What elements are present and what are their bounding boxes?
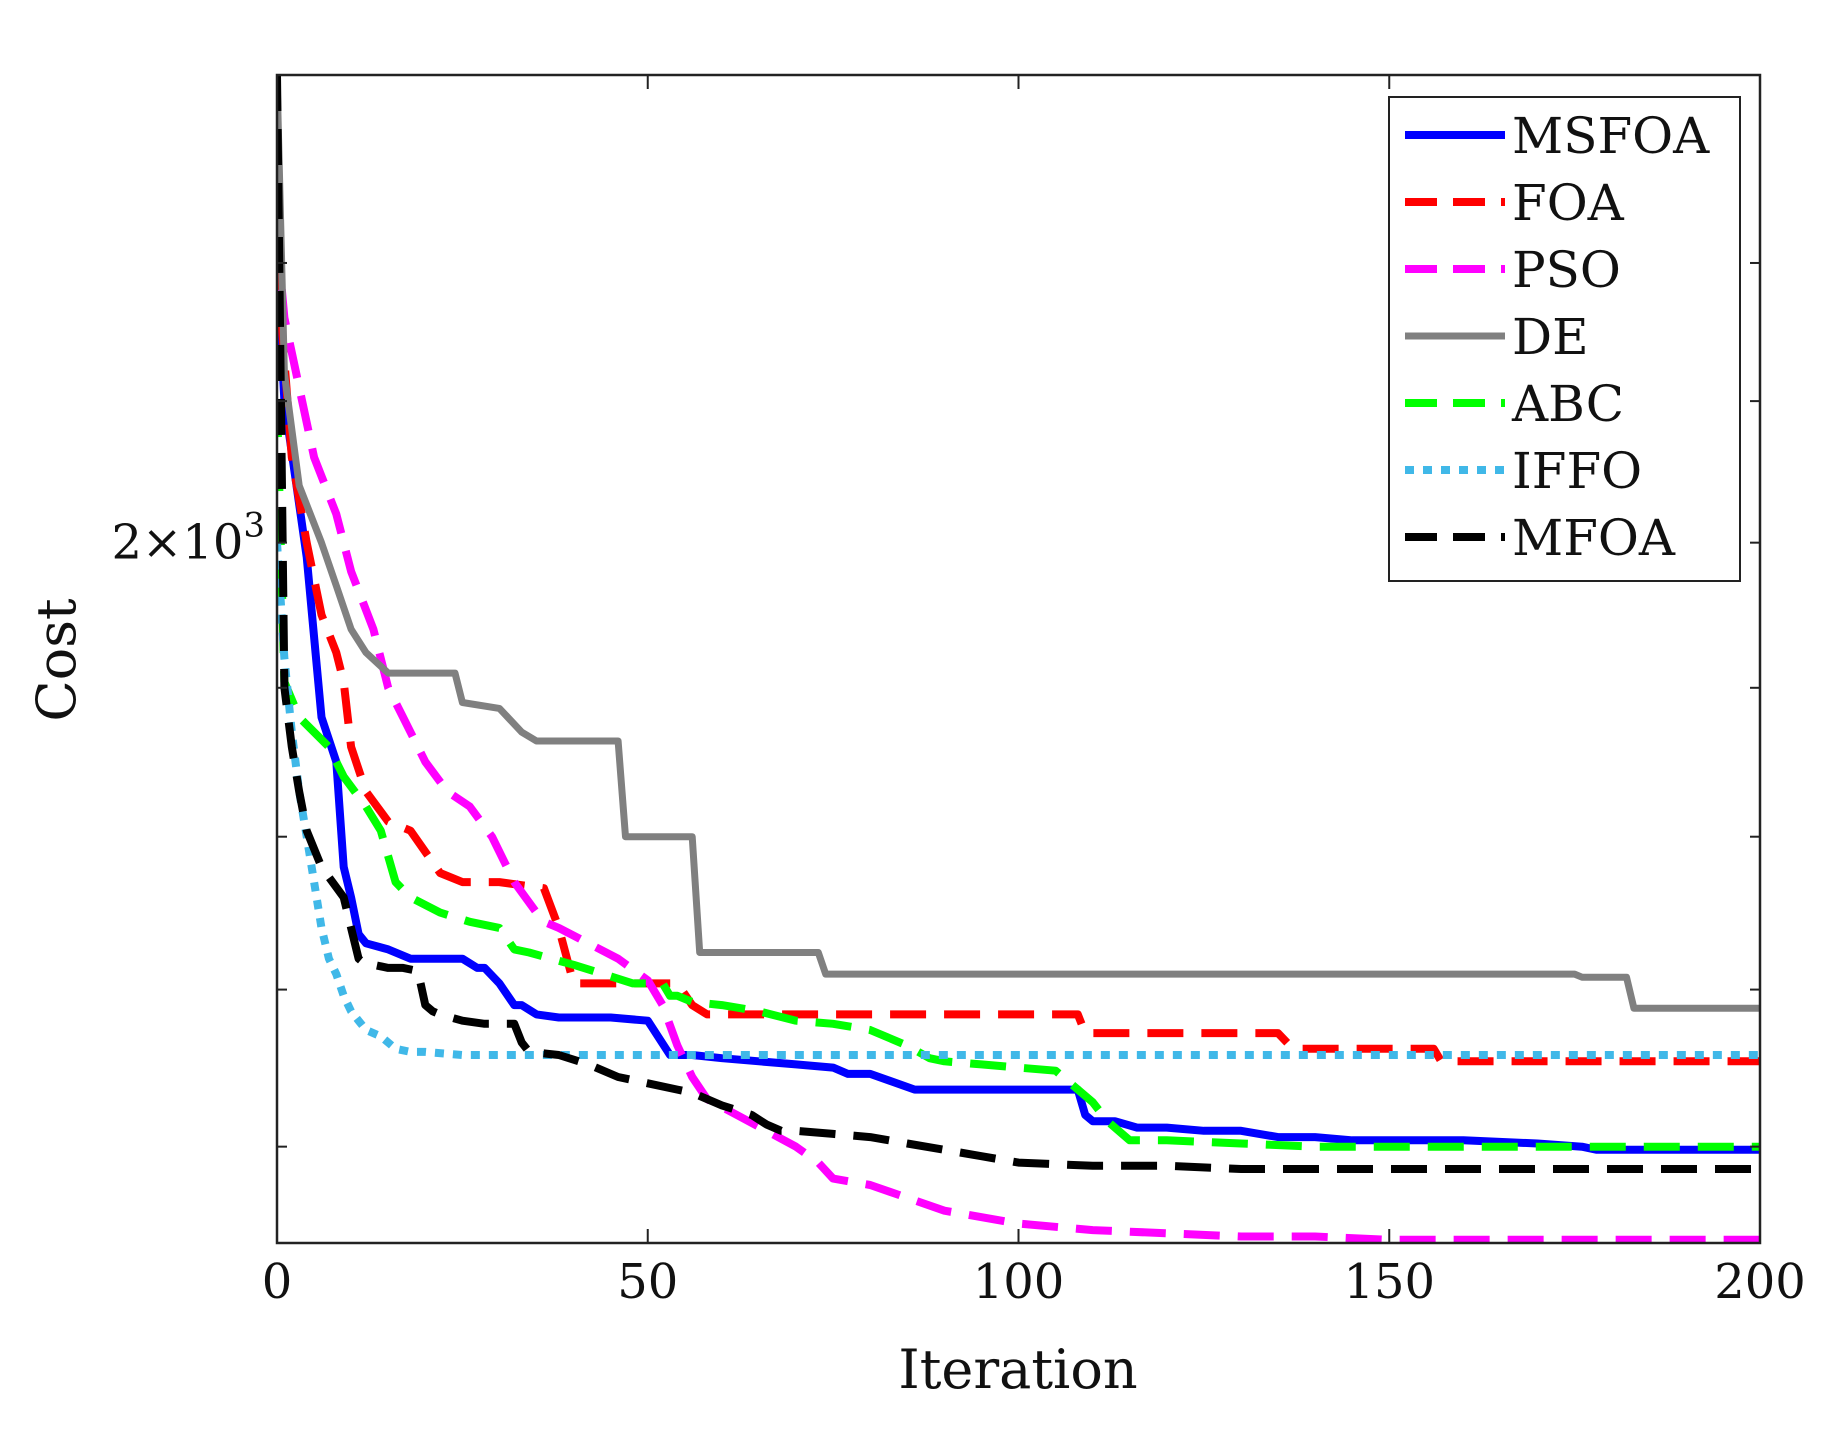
x-tick-label: 150 — [1343, 1254, 1435, 1310]
x-tick-label: 50 — [617, 1254, 678, 1310]
tick-layer: 0 50 100 150 200 2×103 — [112, 75, 1806, 1310]
y-tick-exponent: 3 — [243, 506, 265, 546]
legend-label-iffo: IFFO — [1512, 442, 1642, 500]
legend-label-msfoa: MSFOA — [1512, 107, 1710, 165]
x-tick-label: 100 — [973, 1254, 1065, 1310]
y-axis-label: Cost — [25, 598, 88, 722]
series-line-abc — [277, 400, 1760, 1151]
legend-label-abc: ABC — [1511, 375, 1624, 433]
x-axis-label: Iteration — [898, 1338, 1137, 1401]
legend: MSFOA FOA PSO DE ABC IFFO MFOA — [1388, 96, 1741, 582]
series-line-iffo — [277, 542, 1760, 1059]
x-tick-label: 0 — [262, 1254, 293, 1310]
series-line-msfoa — [277, 262, 1760, 1154]
series-line-de — [277, 75, 1760, 1012]
legend-label-pso: PSO — [1512, 241, 1621, 299]
series-line-pso — [277, 235, 1760, 1243]
y-tick-label: 2×103 — [112, 506, 265, 571]
legend-label-de: DE — [1512, 308, 1589, 366]
legend-label-mfoa: MFOA — [1512, 509, 1676, 567]
legend-label-foa: FOA — [1512, 174, 1625, 232]
x-tick-label: 200 — [1714, 1254, 1806, 1310]
series-layer — [277, 75, 1760, 1243]
series-line-foa — [277, 262, 1760, 1066]
series-line-mfoa — [277, 75, 1760, 1173]
